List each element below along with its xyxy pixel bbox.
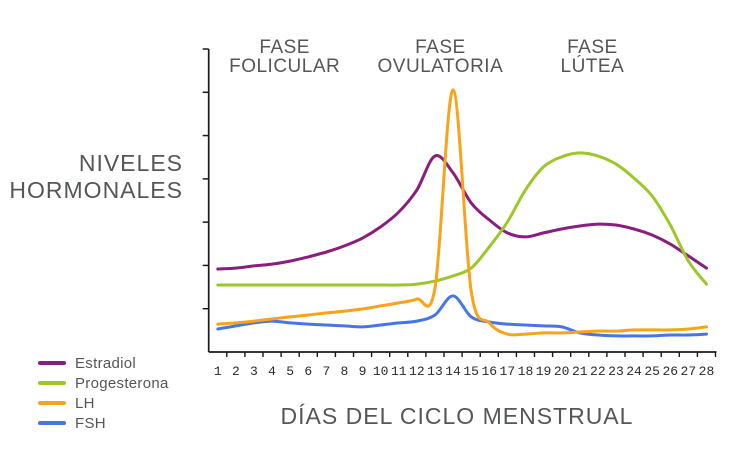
x-tick-label: 10 <box>373 364 389 379</box>
x-tick-label: 19 <box>536 364 552 379</box>
legend-item-progesterona: Progesterona <box>38 373 169 393</box>
phase-label-lutea: FASE LÚTEA <box>492 38 692 76</box>
x-tick-label: 15 <box>463 364 479 379</box>
x-tick-label: 8 <box>341 364 349 379</box>
phase-label-folicular: FASE FOLICULAR <box>185 38 385 76</box>
x-axis-title: DÍAS DEL CICLO MENSTRUAL <box>280 403 634 429</box>
lh-color-swatch <box>38 401 66 405</box>
series-line-fsh <box>216 294 708 338</box>
fsh-color-swatch <box>38 421 66 425</box>
y-axis-title: NIVELES HORMONALES <box>0 150 183 204</box>
x-tick-label: 20 <box>554 364 570 379</box>
legend-label-lh: LH <box>75 394 95 412</box>
x-tick-label: 3 <box>250 364 258 379</box>
x-tick-label: 14 <box>445 364 461 379</box>
x-tick-label: 9 <box>359 364 367 379</box>
x-tick-label: 21 <box>572 364 588 379</box>
legend-label-progesterona: Progesterona <box>75 374 169 392</box>
legend-item-lh: LH <box>38 393 169 413</box>
x-tick-label: 6 <box>304 364 312 379</box>
x-tick-label: 2 <box>232 364 240 379</box>
legend-item-estradiol: Estradiol <box>38 353 169 373</box>
legend-label-estradiol: Estradiol <box>75 354 137 372</box>
phase-label-line2: LÚTEA <box>560 56 625 77</box>
x-tick-label: 7 <box>322 364 330 379</box>
x-tick-label: 23 <box>608 364 624 379</box>
x-tick-label: 24 <box>626 364 642 379</box>
phase-label-line2: OVULATORIA <box>377 56 504 77</box>
x-tick-label: 1 <box>214 364 222 379</box>
y-axis-title-line1: NIVELES <box>78 150 183 176</box>
phase-label-line1: FASE <box>567 37 618 58</box>
y-axis-title-line2: HORMONALES <box>9 177 183 203</box>
series-line-lh <box>216 88 708 337</box>
legend-label-fsh: FSH <box>75 414 106 432</box>
phase-label-ovulatoria: FASE OVULATORIA <box>340 38 540 76</box>
progesterona-color-swatch <box>38 381 66 385</box>
x-tick-label: 12 <box>409 364 425 379</box>
phase-label-line1: FASE <box>259 37 310 58</box>
phase-label-line1: FASE <box>415 37 466 58</box>
x-tick-label: 28 <box>699 364 715 379</box>
x-tick-label: 5 <box>286 364 294 379</box>
legend-item-fsh: FSH <box>38 413 169 433</box>
x-tick-label: 4 <box>268 364 276 379</box>
series-line-progesterona <box>216 151 708 287</box>
x-tick-label: 11 <box>391 364 407 379</box>
x-tick-label: 17 <box>500 364 516 379</box>
x-tick-label: 25 <box>644 364 660 379</box>
x-tick-label: 16 <box>481 364 497 379</box>
x-tick-label: 13 <box>427 364 443 379</box>
x-tick-label: 22 <box>590 364 606 379</box>
x-tick-label: 18 <box>518 364 534 379</box>
x-tick-label: 27 <box>681 364 697 379</box>
x-tick-label: 26 <box>662 364 678 379</box>
estradiol-color-swatch <box>38 361 66 365</box>
phase-label-line2: FOLICULAR <box>229 56 341 77</box>
legend: Estradiol Progesterona LH FSH <box>38 353 169 433</box>
